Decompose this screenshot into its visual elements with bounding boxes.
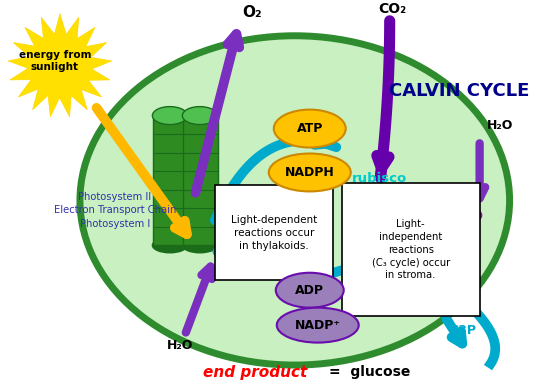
- Text: NADPH: NADPH: [285, 166, 334, 179]
- Ellipse shape: [269, 154, 351, 191]
- Bar: [153, 116, 188, 245]
- Text: G3P: G3P: [449, 324, 477, 337]
- Ellipse shape: [277, 308, 359, 343]
- Text: ADP: ADP: [295, 284, 324, 297]
- Text: CO₂: CO₂: [378, 2, 407, 16]
- Ellipse shape: [80, 36, 510, 365]
- Bar: [183, 116, 218, 245]
- Text: CALVIN CYCLE: CALVIN CYCLE: [389, 82, 530, 99]
- Text: =  glucose: = glucose: [329, 365, 410, 379]
- Text: H₂O: H₂O: [486, 119, 513, 132]
- Ellipse shape: [274, 109, 346, 147]
- Text: end product: end product: [202, 364, 307, 379]
- Polygon shape: [8, 14, 112, 117]
- Text: H₂O: H₂O: [167, 339, 193, 352]
- Text: NADP⁺: NADP⁺: [295, 319, 341, 332]
- Ellipse shape: [183, 238, 217, 253]
- Text: Photosystem II
Electron Transport Chain
Photosystem I: Photosystem II Electron Transport Chain …: [54, 192, 176, 228]
- Text: O₂: O₂: [242, 5, 262, 20]
- Text: rubisco: rubisco: [352, 172, 408, 185]
- Text: Light-
independent
reactions
(C₃ cycle) occur
in stroma.: Light- independent reactions (C₃ cycle) …: [372, 219, 450, 280]
- Text: Light-dependent
reactions occur
in thylakoids.: Light-dependent reactions occur in thyla…: [230, 215, 317, 251]
- Ellipse shape: [183, 107, 217, 124]
- Text: ATP: ATP: [296, 122, 323, 135]
- Ellipse shape: [276, 273, 344, 308]
- Ellipse shape: [152, 238, 188, 253]
- Ellipse shape: [152, 107, 188, 124]
- Bar: [342, 184, 480, 316]
- Bar: [215, 185, 333, 280]
- Text: energy from
sunlight: energy from sunlight: [19, 50, 91, 72]
